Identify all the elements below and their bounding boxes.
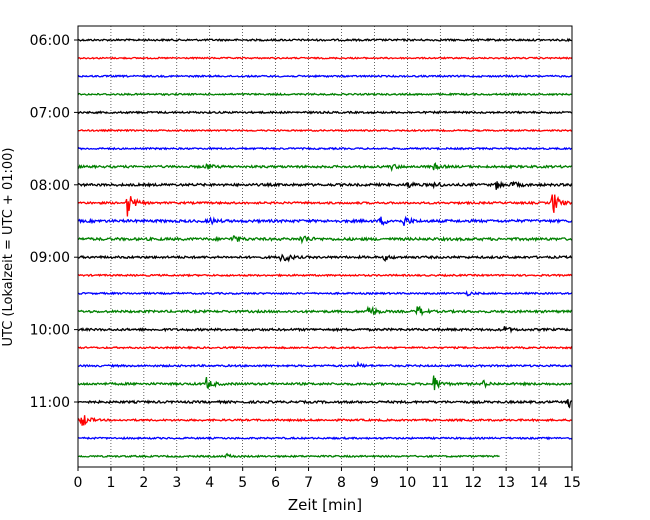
trace-line [77, 345, 573, 350]
x-tick-label: 13 [497, 475, 515, 491]
trace-line [77, 415, 573, 426]
x-tick-label: 10 [398, 475, 416, 491]
x-tick-label: 5 [238, 475, 247, 491]
trace-line [77, 326, 573, 334]
trace-line [77, 56, 573, 60]
x-axis-label: Zeit [min] [288, 496, 362, 514]
x-tick-label: 14 [530, 475, 548, 491]
trace-line [77, 74, 573, 79]
trace-line [77, 235, 573, 245]
x-tick-label: 3 [172, 475, 181, 491]
y-tick-label: 11:00 [30, 395, 70, 411]
x-axis: 0 1 2 3 4 5 6 7 8 9 10 11 12 13 14 15 [74, 467, 581, 491]
y-tick-label: 08:00 [30, 178, 70, 194]
trace-line [77, 92, 573, 97]
y-tick-label: 07:00 [30, 105, 70, 121]
trace-line [77, 399, 573, 409]
trace-line [77, 110, 573, 115]
x-tick-label: 7 [304, 475, 313, 491]
x-tick-label: 1 [106, 475, 115, 491]
x-tick-label: 11 [431, 475, 449, 491]
trace-line [77, 180, 573, 190]
trace-line [77, 253, 573, 263]
trace-line [77, 436, 573, 441]
x-tick-label: 0 [74, 475, 83, 491]
y-tick-label: 09:00 [30, 250, 70, 266]
trace-line [77, 290, 573, 297]
y-axis-label: UTC (Lokalzeit = UTC + 01:00) [1, 148, 16, 347]
seismogram-traces [77, 37, 573, 459]
x-tick-label: 12 [464, 475, 482, 491]
y-tick-label: 06:00 [30, 33, 70, 49]
trace-line [77, 375, 573, 391]
x-tick-label: 2 [139, 475, 148, 491]
x-tick-label: 8 [337, 475, 346, 491]
x-tick-label: 9 [370, 475, 379, 491]
trace-line [77, 162, 573, 173]
trace-line [77, 360, 573, 368]
x-tick-label: 6 [271, 475, 280, 491]
trace-line [77, 452, 500, 459]
trace-line [77, 305, 573, 317]
trace-line [77, 273, 573, 278]
trace-line [77, 215, 573, 227]
y-axis: 06:00 07:00 08:00 09:00 10:00 11:00 [30, 33, 78, 411]
plot-frame [77, 25, 573, 468]
trace-line [77, 146, 573, 151]
y-tick-label: 10:00 [30, 323, 70, 339]
trace-line [77, 128, 573, 133]
trace-line [77, 194, 573, 217]
x-tick-label: 4 [205, 475, 214, 491]
trace-line [77, 37, 573, 43]
x-tick-label: 15 [563, 475, 581, 491]
